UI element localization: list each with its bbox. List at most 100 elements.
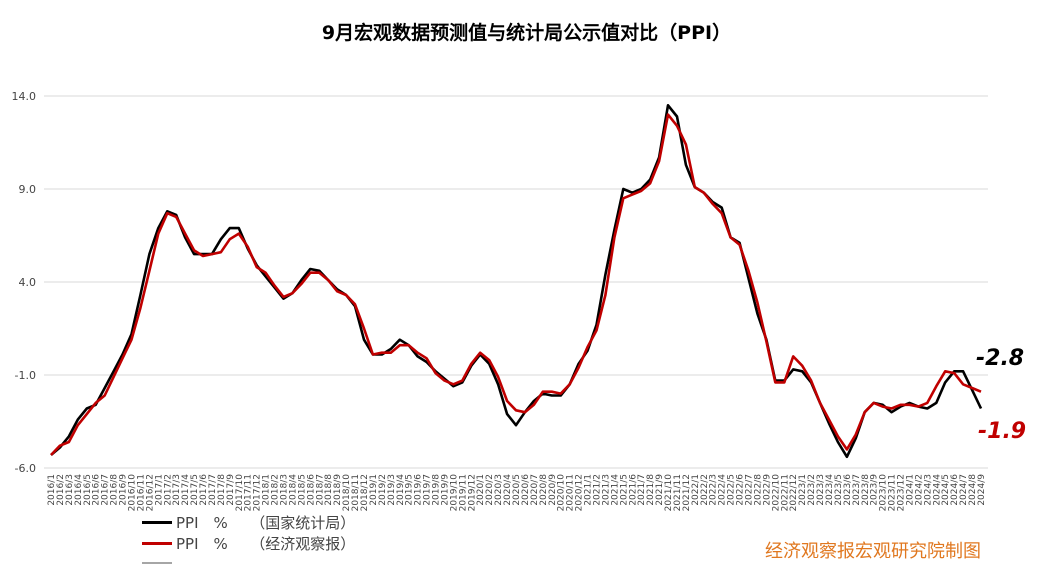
x-tick-label: 2022/4 — [718, 474, 728, 506]
x-tick-label: 2024/8 — [968, 474, 978, 506]
legend-swatch-red — [142, 542, 172, 545]
legend-swatch-gray — [142, 562, 172, 564]
x-tick-label: 2017/5 — [190, 474, 200, 506]
x-tick-label: 2016/3 — [65, 474, 75, 506]
x-tick-label: 2017/2 — [163, 474, 173, 506]
x-tick-label: 2022/7 — [745, 474, 755, 506]
x-tick-label: 2020/9 — [548, 474, 558, 506]
x-tick-label: 2024/6 — [950, 474, 960, 506]
series-lines — [50, 104, 983, 459]
x-tick-label: 2024/7 — [959, 474, 969, 506]
x-tick-label: 2020/11 — [566, 474, 576, 511]
x-tick-label: 2017/4 — [181, 474, 191, 506]
x-tick-label: 2021/7 — [637, 474, 647, 506]
x-tick-label: 2017/1 — [154, 474, 164, 506]
x-tick-label: 2018/1 — [262, 474, 272, 506]
x-tick-label: 2019/11 — [458, 474, 468, 511]
x-tick-label: 2018/7 — [315, 474, 325, 506]
x-tick-label: 2020/3 — [494, 474, 504, 506]
x-tick-label: 2023/9 — [870, 474, 880, 506]
x-tick-label: 2021/9 — [655, 474, 665, 506]
legend-swatch-black — [142, 521, 172, 524]
y-axis-ticks: -6.0 -1.0 4.0 9.0 14.0 — [12, 90, 37, 475]
x-tick-label: 2022/9 — [762, 474, 772, 506]
x-tick-label: 2020/1 — [476, 474, 486, 506]
x-tick-label: 2021/11 — [673, 474, 683, 511]
x-tick-label: 2022/8 — [753, 474, 763, 506]
x-tick-label: 2022/1 — [691, 474, 701, 506]
x-tick-label: 2017/7 — [208, 474, 218, 506]
x-tick-label: 2021/10 — [664, 474, 674, 512]
x-tick-label: 2016/8 — [110, 474, 120, 506]
x-tick-label: 2019/6 — [414, 474, 424, 506]
x-tick-label: 2022/12 — [789, 474, 799, 511]
x-tick-label: 2020/5 — [512, 474, 522, 506]
x-tick-label: 2023/8 — [861, 474, 871, 506]
x-tick-label: 2017/10 — [235, 474, 245, 512]
x-tick-label: 2019/10 — [449, 474, 459, 512]
x-tick-label: 2018/11 — [351, 474, 361, 511]
x-tick-label: 2023/1 — [798, 474, 808, 506]
x-tick-label: 2022/2 — [700, 474, 710, 506]
x-tick-label: 2023/4 — [825, 474, 835, 506]
x-tick-label: 2016/10 — [127, 474, 137, 512]
x-tick-label: 2020/2 — [485, 474, 495, 506]
x-tick-label: 2020/4 — [503, 474, 513, 506]
x-tick-label: 2016/12 — [145, 474, 155, 511]
x-tick-label: 2021/2 — [592, 474, 602, 506]
y-tick-label: 14.0 — [12, 90, 37, 103]
x-tick-label: 2018/6 — [306, 474, 316, 506]
x-axis-ticks: 2016/12016/22016/32016/42016/52016/62016… — [47, 474, 987, 512]
gridlines — [44, 95, 988, 469]
x-tick-label: 2020/12 — [575, 474, 585, 511]
series-line-eeo — [50, 113, 982, 456]
x-tick-label: 2018/2 — [271, 474, 281, 506]
x-tick-label: 2020/10 — [557, 474, 567, 512]
x-tick-label: 2019/2 — [378, 474, 388, 506]
x-tick-label: 2016/9 — [119, 474, 129, 506]
legend-label-nbs: PPI % （国家统计局） — [176, 514, 356, 532]
x-tick-label: 2022/3 — [709, 474, 719, 506]
x-tick-label: 2023/10 — [879, 474, 889, 512]
y-tick-label: 9.0 — [19, 183, 37, 196]
y-tick-label: 4.0 — [19, 276, 37, 289]
legend-label-eeo: PPI % （经济观察报） — [176, 535, 356, 553]
x-tick-label: 2016/11 — [136, 474, 146, 511]
x-tick-label: 2024/9 — [977, 474, 987, 506]
x-tick-label: 2019/3 — [387, 474, 397, 506]
x-tick-label: 2018/10 — [342, 474, 352, 512]
x-tick-label: 2019/4 — [396, 474, 406, 506]
y-tick-label: -1.0 — [15, 369, 36, 382]
x-tick-label: 2024/1 — [905, 474, 915, 506]
x-tick-label: 2021/6 — [628, 474, 638, 506]
annotation-eeo-latest: -1.9 — [978, 419, 1027, 444]
x-tick-label: 2023/2 — [807, 474, 817, 506]
x-tick-label: 2017/9 — [226, 474, 236, 506]
x-tick-label: 2022/11 — [780, 474, 790, 511]
x-tick-label: 2016/1 — [47, 474, 57, 506]
x-tick-label: 2022/5 — [727, 474, 737, 506]
x-tick-label: 2017/6 — [199, 474, 209, 506]
x-tick-label: 2023/12 — [897, 474, 907, 511]
x-tick-label: 2018/8 — [324, 474, 334, 506]
x-tick-label: 2024/2 — [914, 474, 924, 506]
x-tick-label: 2018/5 — [297, 474, 307, 506]
x-tick-label: 2020/7 — [530, 474, 540, 506]
x-tick-label: 2023/6 — [843, 474, 853, 506]
x-tick-label: 2017/3 — [172, 474, 182, 506]
x-tick-label: 2019/12 — [467, 474, 477, 511]
x-tick-label: 2020/8 — [539, 474, 549, 506]
x-tick-label: 2016/4 — [74, 474, 84, 506]
x-tick-label: 2024/3 — [923, 474, 933, 506]
x-tick-label: 2021/8 — [646, 474, 656, 506]
x-tick-label: 2023/11 — [888, 474, 898, 511]
x-tick-label: 2018/9 — [333, 474, 343, 506]
x-tick-label: 2017/11 — [244, 474, 254, 511]
x-tick-label: 2023/3 — [816, 474, 826, 506]
x-tick-label: 2016/7 — [101, 474, 111, 506]
x-tick-label: 2023/5 — [834, 474, 844, 506]
x-tick-label: 2018/12 — [360, 474, 370, 511]
x-tick-label: 2016/6 — [92, 474, 102, 506]
x-tick-label: 2022/10 — [771, 474, 781, 512]
